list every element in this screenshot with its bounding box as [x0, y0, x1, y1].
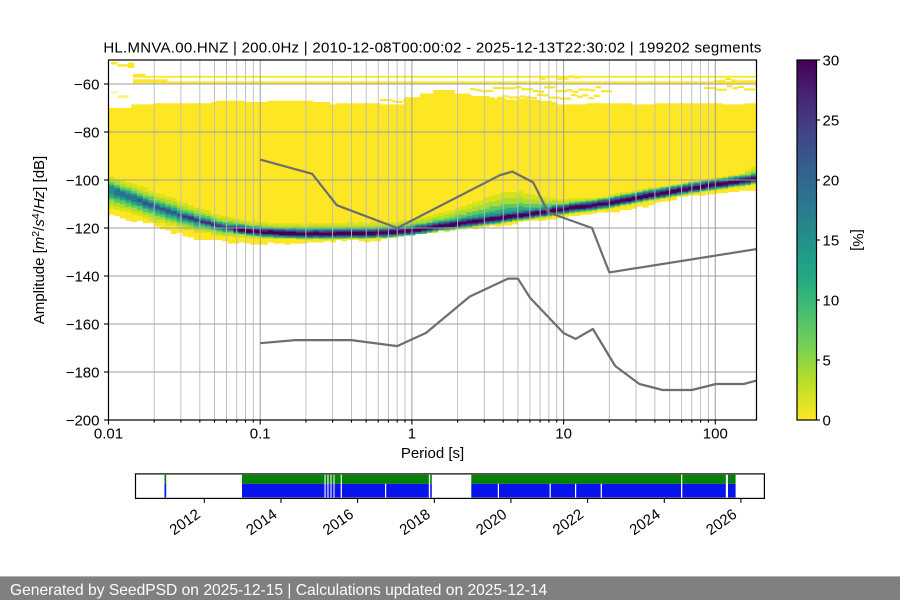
svg-text:−140: −140: [66, 268, 100, 285]
svg-text:15: 15: [823, 232, 840, 249]
svg-text:10: 10: [555, 425, 572, 442]
svg-text:−100: −100: [66, 172, 100, 189]
svg-text:−60: −60: [74, 76, 99, 93]
svg-text:10: 10: [823, 292, 840, 309]
svg-text:1: 1: [408, 425, 416, 442]
svg-text:Amplitude [m2/s4/Hz] [dB]: Amplitude [m2/s4/Hz] [dB]: [30, 156, 48, 324]
svg-text:−80: −80: [74, 124, 99, 141]
svg-text:30: 30: [823, 52, 840, 69]
svg-text:−120: −120: [66, 220, 100, 237]
svg-text:HL.MNVA.00.HNZ | 200.0Hz | 201: HL.MNVA.00.HNZ | 200.0Hz | 2010-12-08T00…: [103, 40, 761, 57]
svg-text:[%]: [%]: [849, 229, 866, 251]
svg-text:Period [s]: Period [s]: [401, 445, 464, 462]
svg-text:25: 25: [823, 112, 840, 129]
svg-text:100: 100: [703, 425, 728, 442]
svg-text:0.1: 0.1: [250, 425, 271, 442]
svg-text:5: 5: [823, 352, 831, 369]
svg-text:−180: −180: [66, 364, 100, 381]
svg-text:20: 20: [823, 172, 840, 189]
svg-text:0.01: 0.01: [94, 425, 123, 442]
svg-text:Generated by SeedPSD on 2025-1: Generated by SeedPSD on 2025-12-15 | Cal…: [10, 582, 548, 599]
svg-text:−200: −200: [66, 412, 100, 429]
svg-text:0: 0: [823, 412, 831, 429]
svg-text:−160: −160: [66, 316, 100, 333]
